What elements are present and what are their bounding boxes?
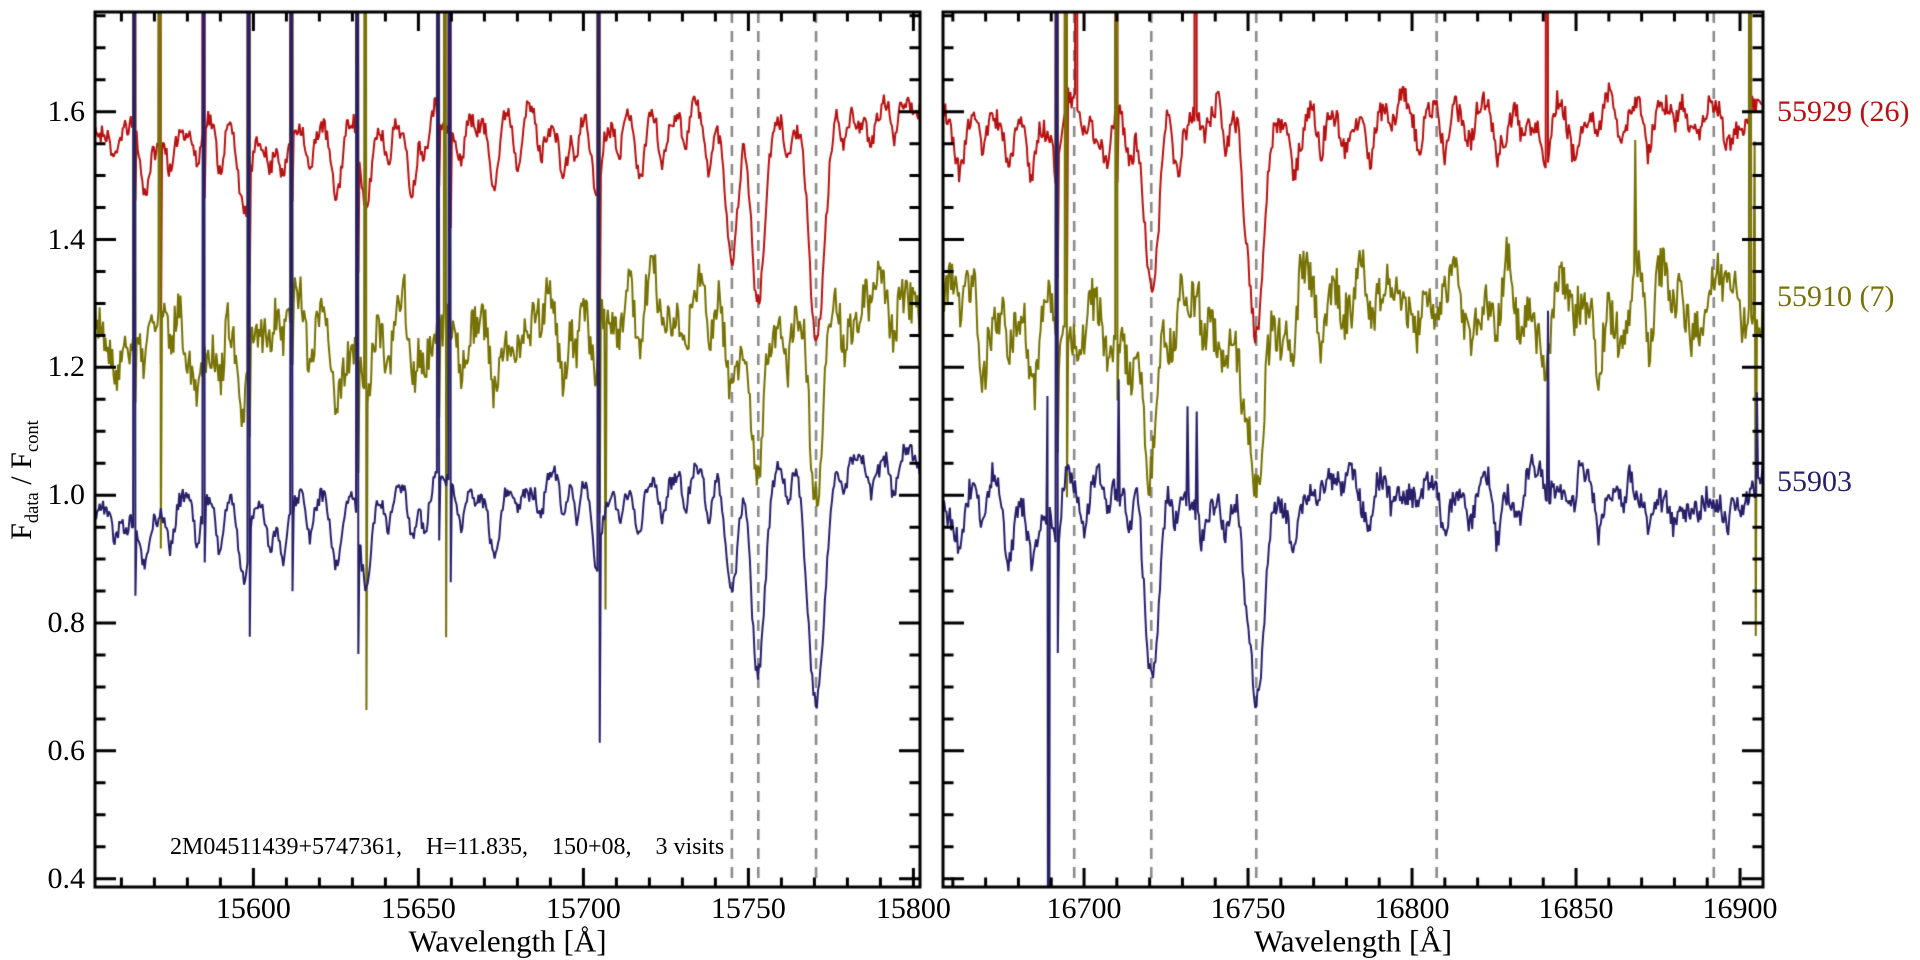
x-tick-label: 16900 [1702,892,1778,925]
y-tick-label: 1.4 [47,222,86,256]
x-tick-label: 16800 [1374,892,1450,925]
x-tick-label: 15600 [215,892,291,925]
y-tick-label: 0.4 [47,861,86,895]
x-tick-label: 16700 [1046,892,1122,925]
y-tick-label: 1.2 [47,350,86,384]
x-tick-label: 16750 [1210,892,1286,925]
y-tick-label: 0.8 [47,606,86,640]
x-tick-label: 16850 [1538,892,1614,925]
y-tick-label: 1.6 [47,94,86,128]
y-tick-label: 0.6 [47,733,86,767]
x-tick-label: 15650 [380,892,456,925]
target-annotation: 2M04511439+5747361, H=11.835, 150+08, 3 … [170,834,725,860]
visit-label-55903: 55903 [1777,465,1852,499]
visit-label-55910: 55910 (7) [1777,280,1895,314]
y-tick-label: 1.0 [47,478,86,512]
x-tick-label: 15800 [875,892,951,925]
x-tick-label: 15700 [545,892,621,925]
visit-label-55929: 55929 (26) [1777,94,1910,128]
x-axis-title-right-panel: Wavelength [Å] [1253,923,1453,959]
x-tick-label: 15750 [710,892,786,925]
x-axis-title-left-panel: Wavelength [Å] [408,923,607,959]
